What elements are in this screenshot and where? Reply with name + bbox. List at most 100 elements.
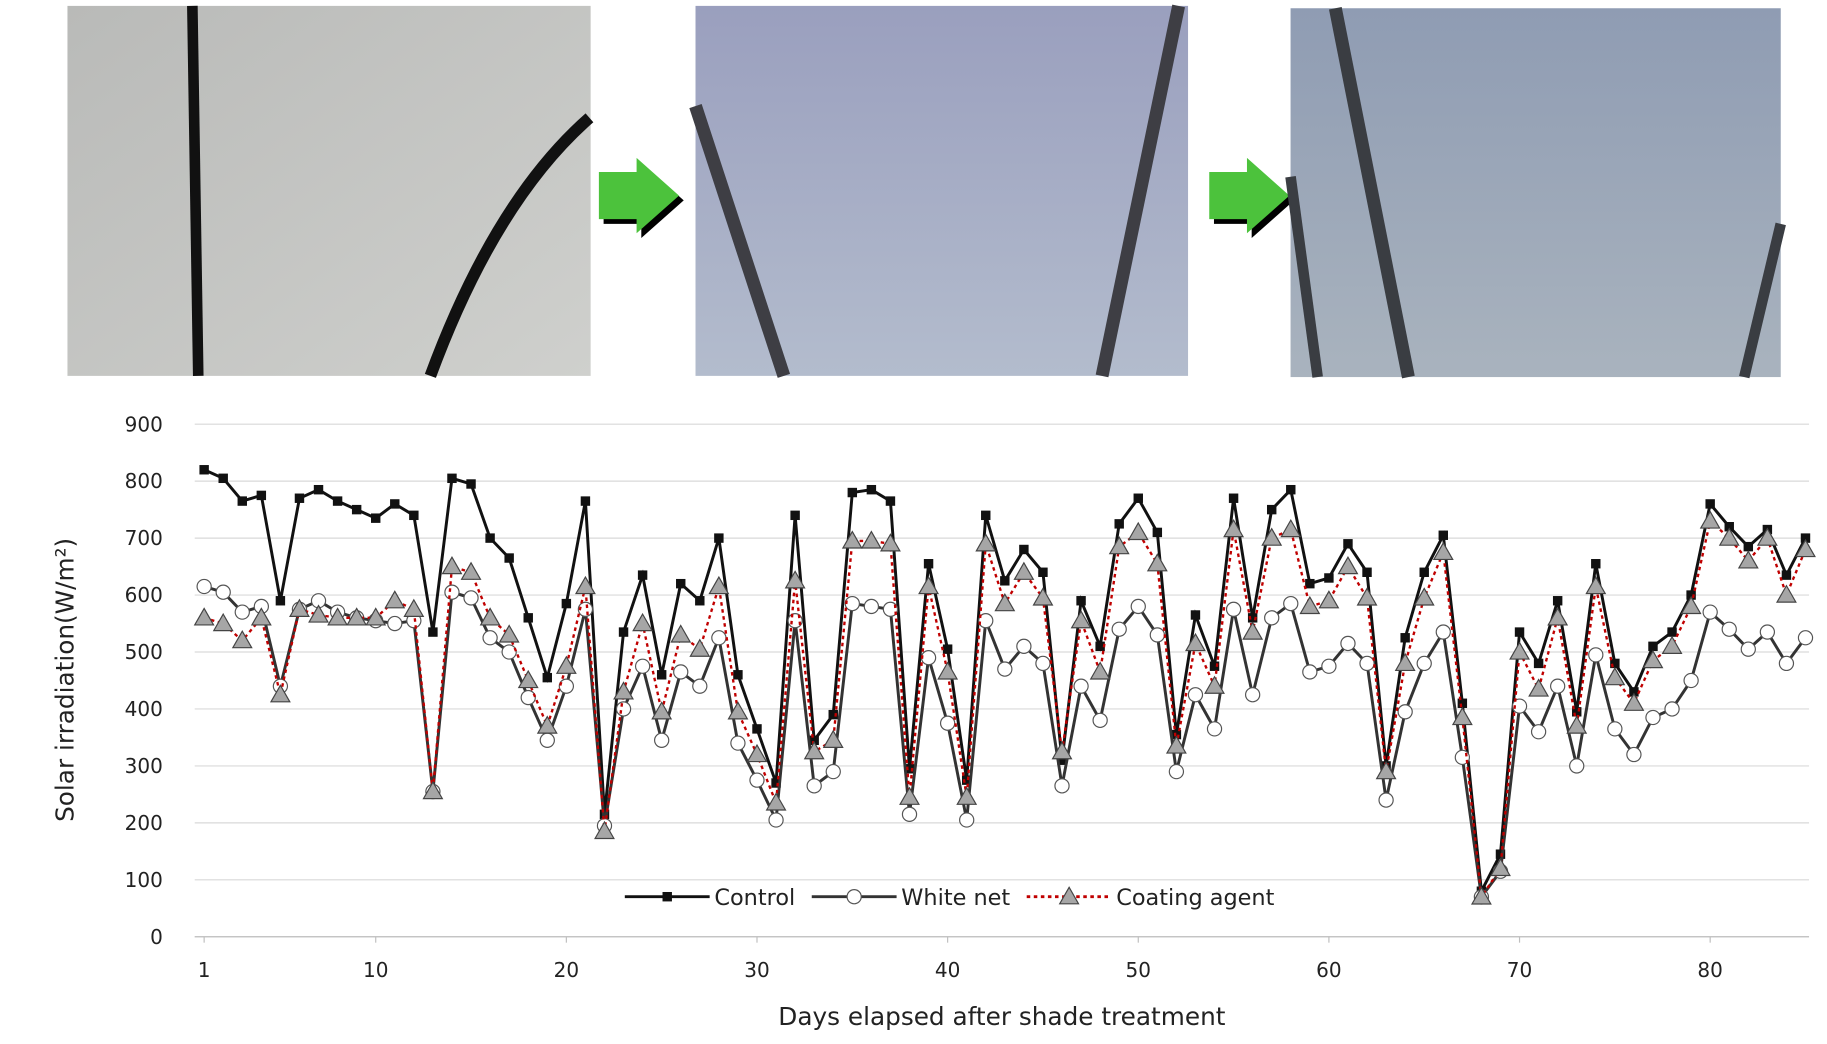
data-point — [1457, 698, 1468, 708]
data-point — [1016, 638, 1032, 654]
x-tick-label: 20 — [554, 958, 579, 982]
data-point — [1133, 493, 1143, 503]
data-point — [1743, 541, 1754, 552]
data-point — [711, 630, 727, 646]
data-point — [1451, 706, 1473, 726]
data-point — [1228, 493, 1239, 503]
data-point — [1225, 601, 1242, 617]
data-point — [1051, 741, 1073, 760]
data-point — [1111, 621, 1127, 637]
data-point — [733, 670, 743, 680]
data-point — [920, 650, 937, 666]
data-point — [212, 612, 234, 632]
data-point — [1533, 658, 1544, 669]
data-point — [1242, 621, 1264, 640]
data-point — [939, 715, 956, 731]
data-point — [1645, 709, 1661, 726]
legend-marker — [846, 889, 862, 905]
data-point — [199, 465, 209, 475]
data-point — [825, 763, 841, 780]
data-point — [384, 590, 406, 609]
data-point — [1130, 598, 1146, 615]
data-point — [746, 743, 768, 763]
data-point — [959, 812, 975, 828]
data-point — [555, 655, 577, 674]
data-point — [841, 530, 863, 549]
data-point — [485, 533, 495, 543]
data-point — [1629, 687, 1639, 697]
data-point — [1490, 857, 1511, 877]
data-point — [1756, 527, 1778, 546]
data-point — [1775, 584, 1797, 603]
data-point — [441, 555, 463, 575]
data-point — [803, 741, 825, 760]
data-point — [1266, 504, 1277, 515]
data-point — [1362, 567, 1372, 577]
data-point — [447, 473, 457, 484]
data-point — [1699, 510, 1721, 529]
data-point — [289, 598, 310, 617]
data-point — [460, 561, 482, 580]
data-point — [1019, 544, 1029, 555]
data-point — [784, 570, 806, 589]
data-point — [904, 764, 915, 774]
data-point — [1171, 729, 1182, 740]
data-point — [1569, 758, 1585, 774]
data-point — [218, 473, 228, 484]
data-point — [542, 672, 553, 683]
data-point — [250, 607, 272, 626]
y-tick-label: 500 — [125, 640, 163, 664]
data-point — [956, 786, 978, 805]
data-point — [1114, 519, 1124, 529]
data-point — [1359, 655, 1375, 672]
data-point — [1664, 701, 1680, 717]
data-point — [866, 484, 877, 495]
data-point — [765, 792, 787, 811]
data-point — [708, 575, 730, 595]
data-point — [901, 806, 918, 822]
data-point — [632, 612, 654, 632]
data-point — [978, 613, 994, 629]
data-point — [351, 504, 362, 515]
data-point — [975, 533, 997, 552]
data-point — [1302, 664, 1318, 680]
data-point — [822, 729, 844, 748]
data-point — [656, 670, 667, 680]
x-tick-label: 10 — [363, 958, 388, 982]
legend-label: Coating agent — [1116, 885, 1274, 911]
data-point — [1642, 649, 1664, 669]
data-point — [727, 701, 749, 720]
x-tick-label: 60 — [1316, 958, 1341, 982]
data-point — [1054, 778, 1070, 794]
data-point — [558, 678, 575, 694]
data-point — [790, 510, 800, 521]
legend-marker — [662, 891, 672, 902]
data-point — [482, 630, 498, 646]
data-point — [918, 575, 940, 595]
data-point — [654, 732, 670, 748]
data-point — [561, 598, 572, 609]
data-point — [256, 490, 267, 501]
data-point — [1781, 570, 1792, 580]
data-point — [937, 661, 959, 680]
data-point — [634, 658, 651, 674]
data-point — [1190, 610, 1201, 620]
data-point — [577, 601, 594, 617]
data-point — [1108, 536, 1130, 555]
data-point — [1261, 527, 1283, 546]
data-point — [1604, 667, 1626, 686]
data-point — [961, 775, 972, 785]
data-point — [1095, 641, 1105, 652]
data-point — [942, 644, 953, 654]
data-point — [879, 533, 901, 552]
data-point — [504, 553, 514, 563]
data-point — [1588, 647, 1604, 663]
data-point — [1686, 590, 1696, 600]
data-point — [231, 630, 253, 649]
data-point — [1337, 555, 1359, 575]
data-point — [692, 678, 708, 694]
data-point — [1397, 704, 1413, 720]
y-tick-label: 800 — [125, 469, 163, 493]
data-point — [1318, 590, 1340, 609]
data-point — [860, 530, 882, 549]
